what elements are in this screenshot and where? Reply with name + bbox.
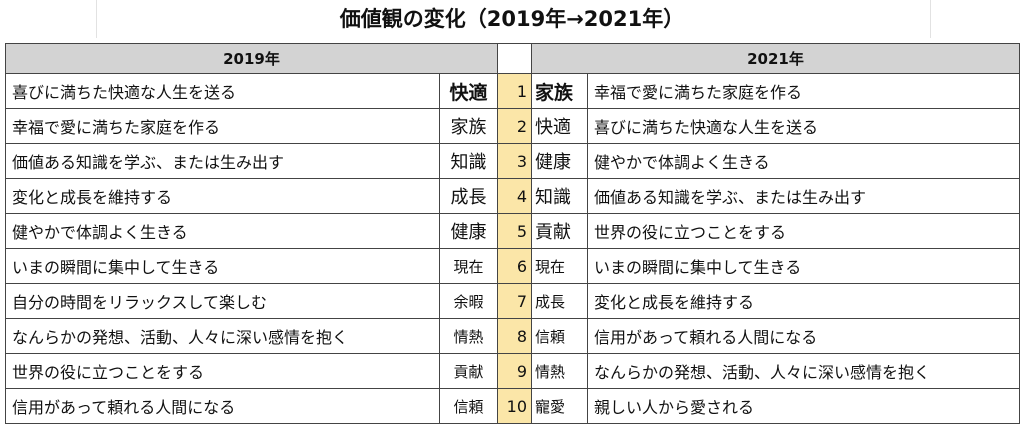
left-keyword: 信頼 [439,388,498,424]
right-description: 価値ある知識を学ぶ、または生み出す [587,178,1020,214]
left-description: いまの瞬間に集中して生きる [5,248,440,284]
rank-number: 1 [497,73,532,109]
rank-number: 5 [497,213,532,249]
gridline [930,0,931,38]
table-row: なんらかの発想、活動、人々に深い感情を抱く 情熱 8 信頼 信用があって頼れる人間になる [5,318,1020,354]
left-keyword: 快適 [439,73,498,109]
values-table: 2019年 2021年 喜びに満ちた快適な人生を送る 快適 1 家族 幸福で愛に満ちた家… [5,43,1020,424]
rank-number: 2 [497,108,532,144]
left-description: なんらかの発想、活動、人々に深い感情を抱く [5,318,440,354]
rank-number: 4 [497,178,532,214]
left-keyword: 情熱 [439,318,498,354]
right-keyword: 快適 [531,108,588,144]
table-row: 幸福で愛に満ちた家庭を作る 家族 2 快適 喜びに満ちた快適な人生を送る [5,108,1020,144]
header-2019: 2019年 [5,43,498,74]
table-row: 健やかで体調よく生きる 健康 5 貢献 世界の役に立つことをする [5,213,1020,249]
right-keyword: 情熱 [531,353,588,389]
right-description: 変化と成長を維持する [587,283,1020,319]
table-row: 価値ある知識を学ぶ、または生み出す 知識 3 健康 健やかで体調よく生きる [5,143,1020,179]
left-description: 価値ある知識を学ぶ、または生み出す [5,143,440,179]
rank-number: 10 [497,388,532,424]
left-keyword: 現在 [439,248,498,284]
left-keyword: 健康 [439,213,498,249]
left-keyword: 家族 [439,108,498,144]
rank-number: 6 [497,248,532,284]
right-keyword: 寵愛 [531,388,588,424]
table-row: 世界の役に立つことをする 貢献 9 情熱 なんらかの発想、活動、人々に深い感情を抱く [5,353,1020,389]
table-row: 自分の時間をリラックスして楽しむ 余暇 7 成長 変化と成長を維持する [5,283,1020,319]
sheet: 2019年 2021年 喜びに満ちた快適な人生を送る 快適 1 家族 幸福で愛に満ちた家… [0,38,1024,424]
rank-number: 7 [497,283,532,319]
table-row: 信用があって頼れる人間になる 信頼 10 寵愛 親しい人から愛される [5,388,1020,424]
left-description: 自分の時間をリラックスして楽しむ [5,283,440,319]
rank-number: 8 [497,318,532,354]
right-description: 親しい人から愛される [587,388,1020,424]
table-row: 変化と成長を維持する 成長 4 知識 価値ある知識を学ぶ、または生み出す [5,178,1020,214]
right-keyword: 知識 [531,178,588,214]
left-keyword: 知識 [439,143,498,179]
right-keyword: 信頼 [531,318,588,354]
header-2021: 2021年 [531,43,1020,74]
right-description: 喜びに満ちた快適な人生を送る [587,108,1020,144]
left-description: 世界の役に立つことをする [5,353,440,389]
left-description: 幸福で愛に満ちた家庭を作る [5,108,440,144]
right-description: いまの瞬間に集中して生きる [587,248,1020,284]
page-title: 価値観の変化（2019年→2021年） [339,7,685,31]
right-description: 信用があって頼れる人間になる [587,318,1020,354]
left-description: 喜びに満ちた快適な人生を送る [5,73,440,109]
left-description: 健やかで体調よく生きる [5,213,440,249]
left-keyword: 余暇 [439,283,498,319]
left-description: 変化と成長を維持する [5,178,440,214]
rank-number: 3 [497,143,532,179]
rank-number: 9 [497,353,532,389]
right-description: 世界の役に立つことをする [587,213,1020,249]
right-description: 健やかで体調よく生きる [587,143,1020,179]
table-row: いまの瞬間に集中して生きる 現在 6 現在 いまの瞬間に集中して生きる [5,248,1020,284]
right-keyword: 家族 [531,73,588,109]
table-row: 喜びに満ちた快適な人生を送る 快適 1 家族 幸福で愛に満ちた家庭を作る [5,73,1020,109]
right-keyword: 成長 [531,283,588,319]
left-keyword: 貢献 [439,353,498,389]
right-description: 幸福で愛に満ちた家庭を作る [587,73,1020,109]
right-description: なんらかの発想、活動、人々に深い感情を抱く [587,353,1020,389]
right-keyword: 現在 [531,248,588,284]
right-keyword: 健康 [531,143,588,179]
gridline [96,0,97,38]
header-rank [497,43,532,74]
left-description: 信用があって頼れる人間になる [5,388,440,424]
right-keyword: 貢献 [531,213,588,249]
left-keyword: 成長 [439,178,498,214]
